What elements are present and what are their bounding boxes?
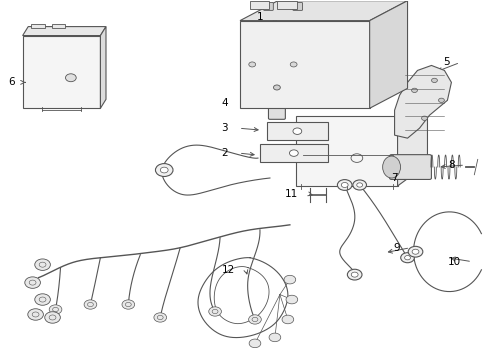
Polygon shape <box>22 27 106 36</box>
Circle shape <box>285 295 297 304</box>
FancyBboxPatch shape <box>260 144 327 162</box>
Circle shape <box>421 116 427 120</box>
Circle shape <box>35 259 50 270</box>
FancyBboxPatch shape <box>268 89 285 119</box>
Circle shape <box>273 85 280 90</box>
Text: 4: 4 <box>221 98 227 108</box>
Circle shape <box>154 313 166 322</box>
Circle shape <box>292 128 301 134</box>
Circle shape <box>282 315 293 324</box>
FancyBboxPatch shape <box>52 24 65 28</box>
Circle shape <box>356 183 362 187</box>
Polygon shape <box>240 21 369 108</box>
Circle shape <box>289 150 298 156</box>
Text: 10: 10 <box>447 257 461 267</box>
FancyBboxPatch shape <box>292 3 302 10</box>
FancyBboxPatch shape <box>266 122 327 140</box>
Circle shape <box>411 249 418 254</box>
Text: 6: 6 <box>8 77 15 87</box>
Circle shape <box>430 78 436 82</box>
Circle shape <box>284 275 295 284</box>
Circle shape <box>400 253 413 263</box>
Circle shape <box>438 98 444 103</box>
Circle shape <box>84 300 97 309</box>
Text: 12: 12 <box>222 265 235 275</box>
Circle shape <box>337 180 351 190</box>
Ellipse shape <box>382 156 400 178</box>
Circle shape <box>248 339 260 348</box>
Circle shape <box>208 307 221 316</box>
Circle shape <box>248 315 261 324</box>
Polygon shape <box>22 36 100 108</box>
Circle shape <box>290 62 296 67</box>
FancyBboxPatch shape <box>263 3 273 10</box>
Text: 1: 1 <box>256 12 263 22</box>
Circle shape <box>25 277 41 288</box>
FancyBboxPatch shape <box>389 155 430 179</box>
Circle shape <box>350 272 357 277</box>
FancyBboxPatch shape <box>277 1 296 9</box>
FancyBboxPatch shape <box>31 24 44 28</box>
Circle shape <box>45 312 60 323</box>
Circle shape <box>411 88 417 93</box>
Circle shape <box>35 294 50 305</box>
Circle shape <box>155 163 173 176</box>
Text: 3: 3 <box>221 123 227 133</box>
Polygon shape <box>394 66 450 138</box>
Circle shape <box>49 305 62 314</box>
Polygon shape <box>100 27 106 108</box>
Circle shape <box>122 300 134 309</box>
Text: 9: 9 <box>392 243 399 253</box>
Text: 8: 8 <box>447 160 453 170</box>
FancyBboxPatch shape <box>249 1 268 9</box>
Circle shape <box>404 256 409 260</box>
Polygon shape <box>240 1 407 21</box>
Text: 11: 11 <box>284 189 297 199</box>
Circle shape <box>352 180 366 190</box>
Circle shape <box>65 74 76 82</box>
Circle shape <box>407 246 422 257</box>
Text: 2: 2 <box>221 148 227 158</box>
Circle shape <box>160 167 168 173</box>
Circle shape <box>268 333 280 342</box>
Circle shape <box>346 269 361 280</box>
Text: 5: 5 <box>442 58 448 67</box>
Circle shape <box>341 183 347 188</box>
Circle shape <box>28 309 43 320</box>
Polygon shape <box>397 94 427 186</box>
Circle shape <box>248 62 255 67</box>
Polygon shape <box>295 116 397 186</box>
Polygon shape <box>369 1 407 108</box>
Text: 7: 7 <box>390 173 397 183</box>
